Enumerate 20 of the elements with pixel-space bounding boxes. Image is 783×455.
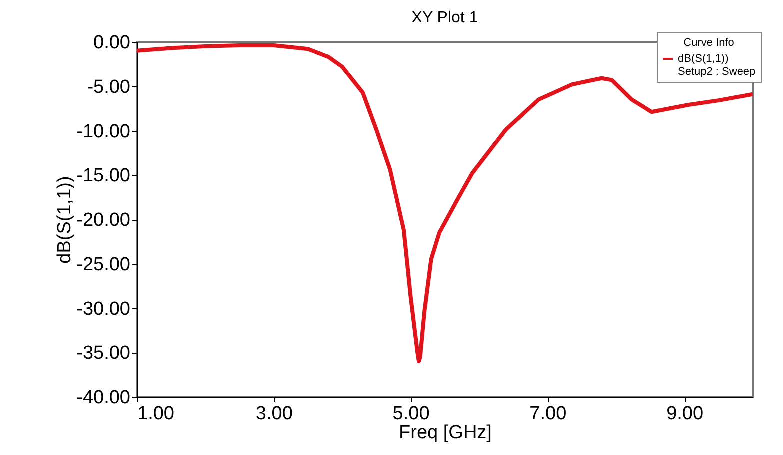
y-tick-label: -40.00 <box>76 388 130 408</box>
y-tick-label: -20.00 <box>76 210 130 231</box>
x-tick-label: 7.00 <box>530 404 567 424</box>
y-tick-label: 0.00 <box>94 32 130 54</box>
x-tick-label: 9.00 <box>666 404 704 424</box>
chart-title: XY Plot 1 <box>412 10 478 26</box>
y-tick-label: -5.00 <box>87 76 130 98</box>
y-tick-label: -10.00 <box>76 121 130 142</box>
y-tick-label: -15.00 <box>76 166 130 187</box>
y-tick-label: -25.00 <box>76 254 130 276</box>
x-tick-label: 3.00 <box>256 404 293 424</box>
legend-title: Curve Info <box>684 37 734 49</box>
y-axis-title: dB(S(1,1)) <box>54 176 76 264</box>
legend-label: dB(S(1,1)) <box>678 53 729 65</box>
y-tick-label: -35.00 <box>76 343 130 364</box>
x-tick-label: 1.00 <box>138 404 174 424</box>
y-tick-label: -30.00 <box>76 298 130 320</box>
x-axis-title: Freq [GHz] <box>399 422 492 444</box>
annotation: Setup2 : Sweep <box>678 66 756 78</box>
x-tick-label: 5.00 <box>392 404 430 424</box>
